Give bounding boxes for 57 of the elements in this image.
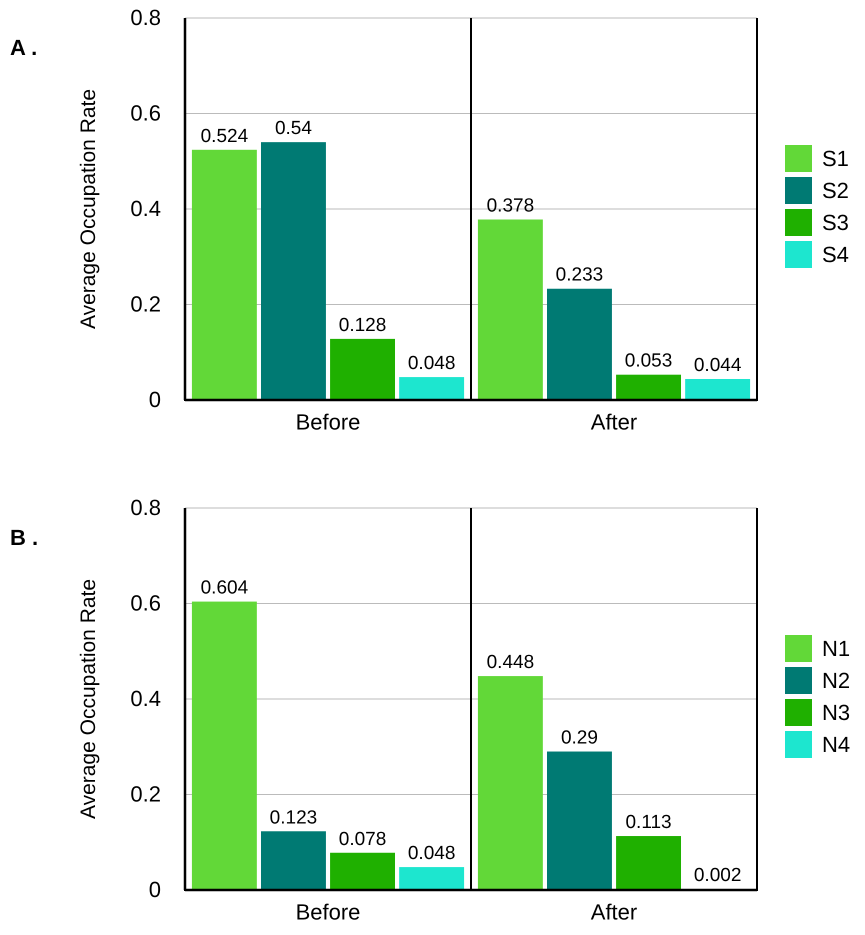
y-tick-label: 0.2 — [130, 292, 161, 317]
data-label: 0.123 — [270, 807, 318, 828]
y-tick-label: 0 — [148, 877, 161, 902]
data-label: 0.048 — [408, 843, 456, 864]
text: A . — [10, 35, 38, 60]
x-tick-label: Before — [296, 410, 360, 435]
data-label: 0.524 — [200, 126, 249, 147]
data-label: 0.048 — [408, 353, 456, 374]
data-label: 0.604 — [200, 578, 249, 599]
text: B . — [10, 525, 38, 550]
legend-label: N2 — [822, 668, 850, 693]
data-label: 0.002 — [694, 865, 742, 886]
legend-label: N3 — [822, 700, 850, 725]
bar — [399, 377, 464, 400]
data-label: 0.378 — [486, 196, 534, 217]
legend-label: S1 — [822, 146, 849, 171]
legend-label: S2 — [822, 178, 849, 203]
legend-label: N4 — [822, 732, 850, 757]
x-tick-label: After — [590, 900, 638, 925]
bar — [330, 338, 396, 400]
data-label: 0.078 — [338, 828, 386, 850]
data-label: 0.113 — [625, 812, 672, 834]
y-axis-title: Average Occupation Rate — [77, 88, 100, 330]
bar — [546, 752, 612, 890]
data-label: 0.448 — [486, 652, 534, 674]
data-label: 0.128 — [338, 314, 386, 336]
bar — [192, 602, 257, 890]
bar — [330, 852, 396, 890]
x-tick-label: After — [590, 410, 638, 435]
bar — [616, 836, 682, 890]
bar — [478, 676, 543, 890]
y-tick-label: 0.4 — [130, 196, 161, 222]
bar — [260, 831, 326, 890]
data-label: 0.29 — [560, 728, 598, 749]
y-tick-label: 0.8 — [130, 495, 161, 520]
legend-label: S4 — [822, 242, 849, 267]
data-label: 0.044 — [694, 354, 742, 376]
data-label: 0.54 — [274, 118, 312, 140]
y-tick-label: 0.2 — [130, 782, 161, 807]
legend-label: S3 — [822, 210, 849, 235]
bar — [399, 867, 464, 890]
bar — [260, 142, 326, 400]
x-tick-label: Before — [296, 900, 360, 925]
y-tick-label: 0.8 — [130, 5, 161, 30]
y-tick-label: 0 — [148, 387, 161, 412]
y-tick-label: 0.6 — [130, 590, 161, 616]
y-tick-label: 0.4 — [130, 686, 161, 712]
bar — [546, 288, 612, 400]
data-label: 0.233 — [556, 264, 604, 286]
legend-label: N1 — [822, 636, 850, 661]
data-label: 0.053 — [624, 350, 672, 372]
y-axis-title: Average Occupation Rate — [77, 578, 100, 820]
y-tick-label: 0.6 — [130, 100, 161, 126]
bar — [616, 374, 682, 400]
bar — [478, 220, 543, 400]
bar — [192, 150, 257, 400]
bar — [685, 378, 750, 400]
